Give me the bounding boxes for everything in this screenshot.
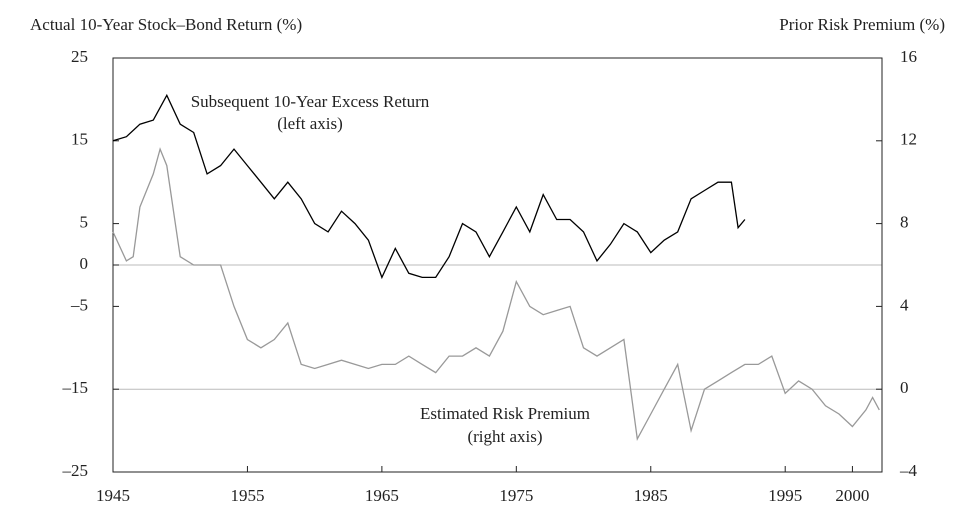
line-series: [112, 93, 746, 280]
y-tick-label: 15: [71, 130, 88, 149]
x-tick-label: 1965: [365, 486, 399, 505]
y-tick-label: 5: [80, 213, 89, 232]
y2-tick-label: –4: [899, 461, 918, 480]
annotation: (right axis): [467, 427, 542, 446]
x-tick-label: 1975: [499, 486, 533, 505]
x-tick-label: 2000: [835, 486, 869, 505]
y2-tick-label: 12: [900, 130, 917, 149]
y-tick-label: 0: [80, 254, 89, 273]
y2-tick-label: 0: [900, 378, 909, 397]
y-tick-label: –5: [70, 295, 88, 314]
annotation: (left axis): [277, 114, 343, 133]
x-tick-label: 1995: [768, 486, 802, 505]
annotation: Subsequent 10-Year Excess Return: [191, 92, 430, 111]
y-tick-label: –25: [62, 461, 89, 480]
annotation: Estimated Risk Premium: [420, 404, 590, 423]
y2-tick-label: 8: [900, 213, 909, 232]
y-tick-label: 25: [71, 47, 88, 66]
y2-axis-title: Prior Risk Premium (%): [779, 15, 945, 34]
x-tick-label: 1945: [96, 486, 130, 505]
x-tick-label: 1985: [634, 486, 668, 505]
line-series: [112, 147, 880, 441]
y2-tick-label: 16: [900, 47, 917, 66]
y-axis-title: Actual 10-Year Stock–Bond Return (%): [30, 15, 302, 34]
y2-tick-label: 4: [900, 295, 909, 314]
x-tick-label: 1955: [230, 486, 264, 505]
plot-frame: [112, 57, 883, 473]
y-tick-label: –15: [62, 378, 89, 397]
